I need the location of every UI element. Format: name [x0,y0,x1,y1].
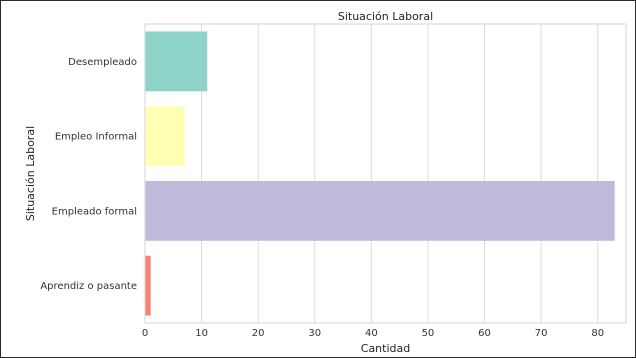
bars [145,31,615,316]
x-tick-label: 20 [252,328,265,339]
x-tick-label: 50 [422,328,435,339]
gridlines [201,24,599,323]
x-tick-labels: 0 10 20 30 40 50 60 70 80 [142,328,604,339]
y-axis-label: Situación Laboral [24,126,37,221]
x-tick-label: 30 [308,328,321,339]
plot-area-border [144,23,627,324]
y-tick-label: Empleado formal [52,206,137,217]
y-tick-label: Aprendiz o pasante [40,281,137,292]
x-tick-label: 70 [535,328,548,339]
chart-title: Situación Laboral [338,10,433,23]
bar [145,255,151,316]
x-axis-label: Cantidad [361,342,410,355]
x-tick-label: 0 [142,328,148,339]
x-tick-label: 60 [478,328,491,339]
y-tick-label: Empleo Informal [55,132,137,143]
y-tick-label: Desempleado [68,57,137,68]
bar [145,106,185,167]
x-tick-label: 40 [365,328,378,339]
x-tick-label: 80 [591,328,604,339]
bar [145,31,208,92]
y-tick-labels: Desempleado Empleo Informal Empleado forma… [40,57,137,292]
x-tick-label: 10 [195,328,208,339]
bar [145,180,615,241]
